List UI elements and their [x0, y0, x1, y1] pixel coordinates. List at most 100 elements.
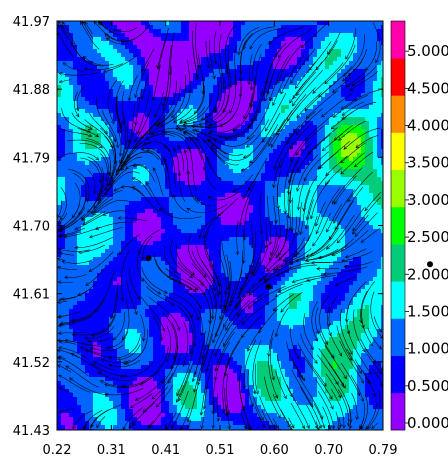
contour-cell	[65, 205, 70, 210]
contour-cell	[185, 149, 190, 154]
contour-cell	[161, 225, 166, 230]
contour-cell	[77, 253, 82, 258]
contour-cell	[185, 241, 190, 246]
contour-cell	[253, 105, 258, 110]
contour-cell	[109, 217, 114, 222]
contour-cell	[85, 133, 90, 138]
contour-cell	[257, 121, 262, 126]
contour-cell	[141, 129, 146, 134]
contour-cell	[105, 149, 110, 154]
contour-cell	[81, 201, 86, 206]
contour-cell	[137, 61, 142, 66]
contour-cell	[173, 145, 178, 150]
contour-cell	[181, 241, 186, 246]
contour-cell	[201, 209, 206, 214]
contour-cell	[65, 209, 70, 214]
contour-cell	[285, 157, 290, 162]
contour-cell	[197, 169, 202, 174]
contour-cell	[273, 177, 278, 182]
contour-cell	[369, 141, 374, 146]
contour-cell	[193, 89, 198, 94]
contour-cell	[269, 205, 274, 210]
contour-cell	[321, 45, 326, 50]
contour-cell	[325, 161, 330, 166]
contour-cell	[353, 97, 358, 102]
contour-cell	[241, 149, 246, 154]
contour-cell	[149, 73, 154, 78]
contour-cell	[341, 241, 346, 246]
contour-cell	[329, 253, 334, 258]
contour-cell	[121, 37, 126, 42]
contour-cell	[169, 97, 174, 102]
contour-cell	[201, 213, 206, 218]
contour-cell	[217, 193, 222, 198]
contour-cell	[229, 157, 234, 162]
contour-cell	[125, 93, 130, 98]
contour-cell	[217, 201, 222, 206]
contour-cell	[353, 197, 358, 202]
contour-cell	[121, 89, 126, 94]
contour-cell	[345, 101, 350, 106]
contour-cell	[369, 213, 374, 218]
contour-cell	[321, 217, 326, 222]
contour-cell	[141, 33, 146, 38]
contour-cell	[313, 261, 318, 266]
contour-cell	[253, 257, 258, 262]
contour-cell	[365, 257, 370, 262]
contour-cell	[245, 209, 250, 214]
contour-cell	[185, 89, 190, 94]
contour-cell	[249, 233, 254, 238]
contour-cell	[233, 33, 238, 38]
contour-cell	[201, 177, 206, 182]
contour-cell	[373, 221, 378, 226]
contour-cell	[377, 249, 382, 254]
contour-cell	[321, 253, 326, 258]
contour-cell	[185, 201, 190, 206]
contour-cell	[121, 49, 126, 54]
contour-cell	[361, 209, 366, 214]
contour-cell	[357, 153, 362, 158]
contour-cell	[265, 137, 270, 142]
contour-cell	[149, 105, 154, 110]
contour-cell	[149, 137, 154, 142]
contour-cell	[113, 177, 118, 182]
contour-cell	[253, 225, 258, 230]
contour-cell	[69, 65, 74, 70]
contour-cell	[133, 141, 138, 146]
contour-cell	[153, 101, 158, 106]
contour-cell	[93, 93, 98, 98]
contour-cell	[125, 193, 130, 198]
contour-cell	[369, 73, 374, 78]
contour-cell	[193, 217, 198, 222]
contour-cell	[361, 245, 366, 250]
contour-cell	[213, 37, 218, 42]
contour-cell	[141, 73, 146, 78]
contour-cell	[165, 197, 170, 202]
contour-cell	[365, 177, 370, 182]
contour-cell	[113, 213, 118, 218]
contour-cell	[181, 77, 186, 82]
contour-cell	[257, 149, 262, 154]
contour-cell	[369, 241, 374, 246]
contour-cell	[117, 205, 122, 210]
contour-cell	[165, 257, 170, 262]
contour-cell	[349, 161, 354, 166]
contour-cell	[129, 49, 134, 54]
contour-cell	[201, 105, 206, 110]
contour-cell	[301, 53, 306, 58]
contour-cell	[173, 61, 178, 66]
contour-cell	[125, 241, 130, 246]
contour-cell	[317, 153, 322, 158]
contour-cell	[161, 169, 166, 174]
contour-cell	[357, 253, 362, 258]
contour-cell	[177, 33, 182, 38]
contour-cell	[129, 197, 134, 202]
contour-cell	[265, 253, 270, 258]
contour-cell	[317, 69, 322, 74]
contour-cell	[105, 217, 110, 222]
contour-cell	[357, 229, 362, 234]
contour-cell	[301, 221, 306, 226]
contour-cell	[161, 57, 166, 62]
contour-cell	[313, 173, 318, 178]
contour-cell	[69, 169, 74, 174]
